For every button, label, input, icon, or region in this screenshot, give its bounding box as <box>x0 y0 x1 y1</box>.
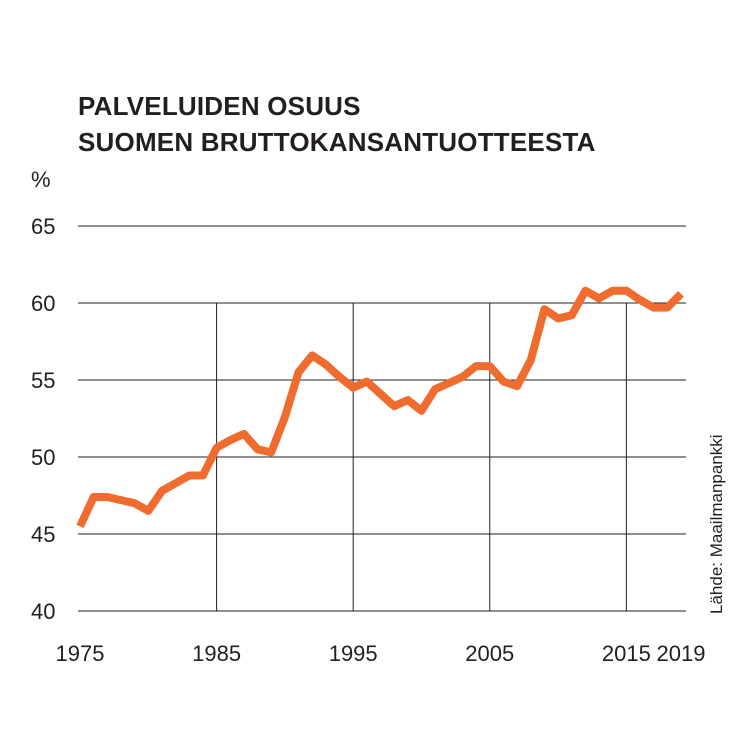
source-note: Lähde: Maailmanpankki <box>707 434 726 614</box>
y-tick-labels: 40 45 50 55 60 65 <box>31 214 55 624</box>
y-tick-40: 40 <box>31 599 55 624</box>
chart-title: PALVELUIDEN OSUUS SUOMEN BRUTTOKANSANTUO… <box>78 88 596 160</box>
y-tick-50: 50 <box>31 445 55 470</box>
series-line <box>76 286 684 528</box>
x-tick-2019: 2019 <box>657 641 706 666</box>
x-tick-1995: 1995 <box>329 641 378 666</box>
x-tick-1985: 1985 <box>192 641 241 666</box>
chart-title-line-1: PALVELUIDEN OSUUS <box>78 91 361 121</box>
x-tick-2015: 2015 <box>602 641 651 666</box>
chart-subtitle: SUOMEN BRUTTOKANSANTUOTTEESTA <box>78 127 596 157</box>
x-tick-1975: 1975 <box>56 641 105 666</box>
gridlines <box>78 225 686 612</box>
y-tick-55: 55 <box>31 368 55 393</box>
x-tick-2005: 2005 <box>465 641 514 666</box>
y-axis-unit-label: % <box>31 167 51 192</box>
series-group <box>76 286 684 528</box>
y-tick-60: 60 <box>31 291 55 316</box>
x-tick-labels: 1975 1985 1995 2005 2015 2019 <box>56 641 706 666</box>
y-tick-65: 65 <box>31 214 55 239</box>
y-tick-45: 45 <box>31 522 55 547</box>
